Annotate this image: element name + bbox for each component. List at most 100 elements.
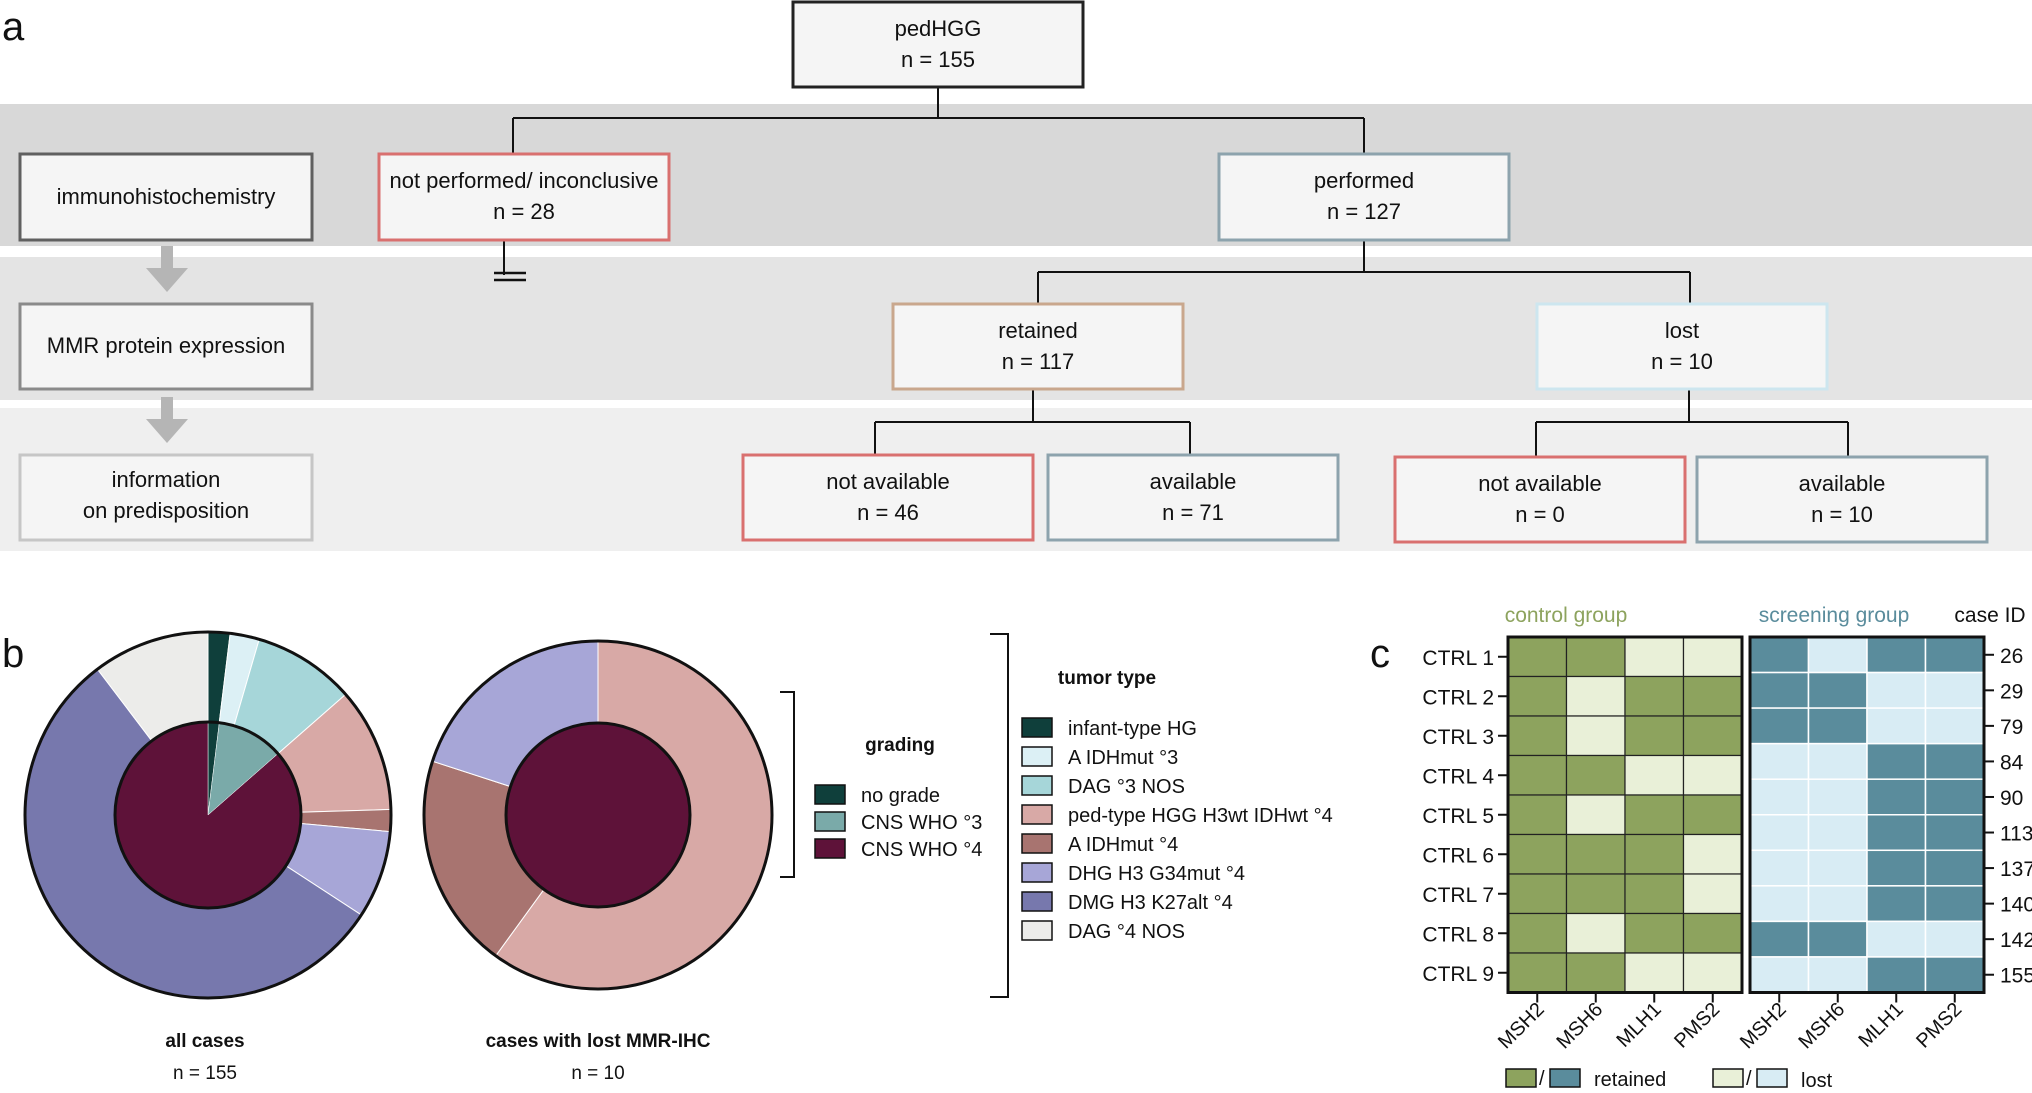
screening-cell-113-pms2 bbox=[1924, 814, 1985, 852]
step-predisposition: information on predisposition bbox=[18, 453, 314, 542]
pie-lost-mmr-outer-outline bbox=[422, 639, 774, 991]
screening-cell-113-mlh1 bbox=[1866, 814, 1927, 852]
control-row-label-ctrl-9: CTRL 9 bbox=[1422, 963, 1494, 986]
panel-b: b all cases n = 155 cases with lost MMR-… bbox=[2, 630, 1333, 1084]
control-row-label-ctrl-2: CTRL 2 bbox=[1422, 686, 1494, 709]
screening-cell-84-mlh1 bbox=[1866, 742, 1927, 780]
control-row-label-ctrl-4: CTRL 4 bbox=[1422, 765, 1494, 788]
control-cell-ctrl-9-pms2 bbox=[1682, 952, 1743, 994]
screening-cell-79-mlh1 bbox=[1866, 707, 1927, 745]
control-cell-ctrl-8-pms2 bbox=[1682, 912, 1743, 954]
control-cell-ctrl-3-pms2 bbox=[1682, 715, 1743, 757]
control-cell-ctrl-2-pms2 bbox=[1682, 675, 1743, 717]
step-arrow-1 bbox=[146, 246, 188, 292]
case-id-90: 90 bbox=[2000, 787, 2023, 810]
screening-cell-142-mlh1 bbox=[1866, 920, 1927, 958]
legend-retained-label: retained bbox=[1594, 1069, 1666, 1091]
control-cell-ctrl-5-pms2 bbox=[1682, 794, 1743, 836]
screening-column-label-msh2: MSH2 bbox=[1736, 998, 1791, 1053]
legend-separator-lost: / bbox=[1746, 1068, 1752, 1090]
tumor-legend-swatch-ped-type-hgg-h3wt-idhwt-4 bbox=[1021, 804, 1053, 825]
control-row-label-ctrl-7: CTRL 7 bbox=[1422, 884, 1494, 907]
screening-cell-155-pms2 bbox=[1924, 956, 1985, 994]
control-cell-ctrl-2-msh2 bbox=[1507, 675, 1568, 717]
tumor-legend-label-dag-4-nos: DAG °4 NOS bbox=[1068, 921, 1185, 943]
control-column-label-msh2: MSH2 bbox=[1494, 998, 1549, 1053]
node-lost-available-title: available bbox=[1799, 471, 1886, 496]
control-cell-ctrl-1-msh6 bbox=[1565, 636, 1626, 678]
screening-cell-140-mlh1 bbox=[1866, 885, 1927, 923]
legend-screening-lost-swatch bbox=[1756, 1068, 1788, 1088]
control-cell-ctrl-1-mlh1 bbox=[1624, 636, 1685, 678]
step-immunohistochemistry-label: immunohistochemistry bbox=[57, 184, 276, 209]
screening-cell-29-msh6 bbox=[1807, 671, 1868, 709]
control-row-label-ctrl-6: CTRL 6 bbox=[1422, 844, 1494, 867]
screening-cell-142-pms2 bbox=[1924, 920, 1985, 958]
step-predisposition-label-1: information bbox=[112, 467, 221, 492]
node-lost-not-available-title: not available bbox=[1478, 471, 1602, 496]
node-performed-title: performed bbox=[1314, 168, 1414, 193]
control-cell-ctrl-6-mlh1 bbox=[1624, 833, 1685, 875]
pie-all-cases-inner-outline bbox=[113, 720, 303, 910]
tumor-legend-swatch-a-idhmut-4 bbox=[1021, 833, 1053, 854]
tumor-legend: tumor type infant-type HG A IDHmut °3 DAG … bbox=[990, 633, 1333, 998]
node-lost-title: lost bbox=[1665, 318, 1699, 343]
tumor-legend-label-dmg-h3-k27alt-4: DMG H3 K27alt °4 bbox=[1068, 892, 1233, 914]
step-immunohistochemistry: immunohistochemistry bbox=[18, 152, 314, 242]
screening-cell-84-msh6 bbox=[1807, 742, 1868, 780]
step-mmr-expression: MMR protein expression bbox=[18, 302, 314, 391]
control-cell-ctrl-6-msh6 bbox=[1565, 833, 1626, 875]
screening-cell-90-pms2 bbox=[1924, 778, 1985, 816]
node-lost-available-count: n = 10 bbox=[1811, 502, 1873, 527]
control-row-label-ctrl-3: CTRL 3 bbox=[1422, 726, 1494, 749]
tumor-legend-label-dag-3-nos: DAG °3 NOS bbox=[1068, 776, 1185, 798]
node-not-performed: not performed/ inconclusive n = 28 bbox=[377, 152, 671, 242]
screening-cell-155-msh6 bbox=[1807, 956, 1868, 994]
screening-cell-26-msh2 bbox=[1749, 636, 1810, 674]
grading-legend: grading no grade CNS WHO °3 CNS WHO °4 bbox=[780, 691, 982, 878]
control-cell-ctrl-4-msh2 bbox=[1507, 754, 1568, 796]
control-cell-ctrl-1-msh2 bbox=[1507, 636, 1568, 678]
screening-group-title: screening group bbox=[1759, 604, 1910, 627]
case-id-155: 155 bbox=[2000, 965, 2032, 988]
node-retained-available-count: n = 71 bbox=[1162, 500, 1224, 525]
node-performed: performed n = 127 bbox=[1217, 152, 1511, 242]
control-cell-ctrl-4-pms2 bbox=[1682, 754, 1743, 796]
case-id-26: 26 bbox=[2000, 645, 2023, 668]
step-arrow-2 bbox=[146, 397, 188, 443]
tumor-bracket bbox=[990, 633, 1009, 998]
control-cell-ctrl-9-msh6 bbox=[1565, 952, 1626, 994]
pie-lost-mmr-title: cases with lost MMR-IHC bbox=[486, 1031, 711, 1052]
pie-all-cases-outer-outline bbox=[23, 630, 393, 1000]
screening-cell-155-mlh1 bbox=[1866, 956, 1927, 994]
control-cell-ctrl-5-msh2 bbox=[1507, 794, 1568, 836]
tumor-legend-label-a-idhmut-3: A IDHmut °3 bbox=[1068, 747, 1178, 769]
screening-cell-29-mlh1 bbox=[1866, 671, 1927, 709]
control-cell-ctrl-8-msh6 bbox=[1565, 912, 1626, 954]
tumor-legend-swatch-dhg-h3-g34mut-4 bbox=[1021, 862, 1053, 883]
band-immunohistochemistry bbox=[0, 104, 2032, 246]
screening-cell-26-msh6 bbox=[1807, 636, 1868, 674]
node-not-performed-count: n = 28 bbox=[493, 199, 555, 224]
step-predisposition-label-2: on predisposition bbox=[83, 498, 249, 523]
control-cell-ctrl-7-msh6 bbox=[1565, 873, 1626, 915]
control-cell-ctrl-1-pms2 bbox=[1682, 636, 1743, 678]
control-cell-ctrl-4-msh6 bbox=[1565, 754, 1626, 796]
node-lost-not-available-count: n = 0 bbox=[1515, 502, 1565, 527]
control-row-label-ctrl-1: CTRL 1 bbox=[1422, 647, 1494, 670]
node-lost: lost n = 10 bbox=[1535, 302, 1829, 391]
control-row-label-ctrl-8: CTRL 8 bbox=[1422, 923, 1494, 946]
node-pedhgg-title: pedHGG bbox=[895, 16, 982, 41]
screening-cell-137-pms2 bbox=[1924, 849, 1985, 887]
screening-cell-137-mlh1 bbox=[1866, 849, 1927, 887]
mmr-heatmap: CTRL 1 CTRL 2 CTRL 3 CTRL 4 CTRL 5 CTRL 6 CTRL… bbox=[1422, 635, 2032, 1053]
control-cell-ctrl-6-msh2 bbox=[1507, 833, 1568, 875]
screening-cell-26-mlh1 bbox=[1866, 636, 1927, 674]
screening-cell-79-msh6 bbox=[1807, 707, 1868, 745]
step-mmr-expression-label: MMR protein expression bbox=[47, 333, 285, 358]
node-not-performed-title: not performed/ inconclusive bbox=[389, 168, 658, 193]
screening-cell-155-msh2 bbox=[1749, 956, 1810, 994]
case-id-137: 137 bbox=[2000, 858, 2032, 881]
legend-separator-retained: / bbox=[1539, 1068, 1545, 1090]
